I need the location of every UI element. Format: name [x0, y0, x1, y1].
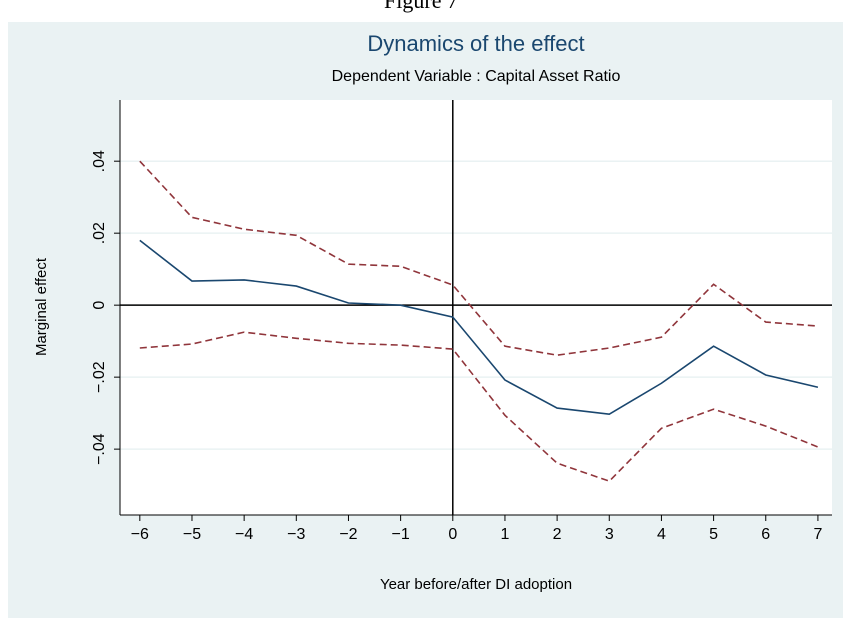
x-tick-label: 5 [709, 526, 718, 543]
chart-subtitle: Dependent Variable : Capital Asset Ratio [332, 68, 621, 85]
y-tick-label: −.04 [91, 433, 108, 465]
x-tick-label: 7 [813, 526, 822, 543]
x-tick-label: 3 [605, 526, 614, 543]
x-tick-label: −4 [235, 526, 253, 543]
x-tick-label: −6 [131, 526, 149, 543]
x-tick-label: −2 [339, 526, 357, 543]
x-tick-label: 2 [553, 526, 562, 543]
series-line [139, 160, 818, 357]
x-tick-label: 6 [761, 526, 770, 543]
y-tick-label: .02 [91, 222, 108, 244]
plot-area [120, 100, 832, 515]
x-tick-label: 1 [500, 526, 509, 543]
y-tick-label: −.02 [91, 361, 108, 393]
figure-label: Figure 7 [384, 0, 458, 13]
x-axis-label: Year before/after DI adoption [380, 576, 572, 593]
x-tick-label: −1 [392, 526, 410, 543]
x-tick-label: −3 [287, 526, 305, 543]
series-line [139, 239, 819, 416]
chart-title: Dynamics of the effect [367, 31, 584, 56]
x-tick-label: 4 [657, 526, 666, 543]
x-tick-label: 0 [448, 526, 457, 543]
series-line [139, 331, 819, 483]
y-axis-label: Marginal effect [33, 257, 50, 356]
x-tick-label: −5 [183, 526, 201, 543]
y-tick-label: .04 [91, 150, 108, 172]
y-tick-label: 0 [91, 301, 108, 310]
